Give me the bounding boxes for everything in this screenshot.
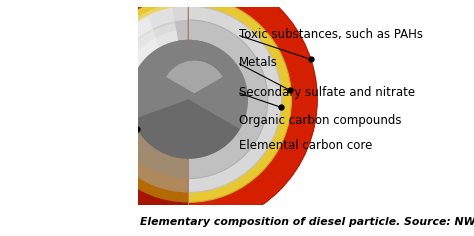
Text: Toxic substances, such as PAHs: Toxic substances, such as PAHs bbox=[239, 28, 423, 41]
Wedge shape bbox=[119, 30, 189, 99]
Wedge shape bbox=[129, 99, 248, 159]
Wedge shape bbox=[166, 61, 223, 93]
Circle shape bbox=[60, 0, 317, 228]
Text: Secondary sulfate and nitrate: Secondary sulfate and nitrate bbox=[239, 86, 415, 99]
Wedge shape bbox=[133, 99, 240, 159]
Wedge shape bbox=[85, 99, 292, 202]
Wedge shape bbox=[109, 99, 268, 179]
Wedge shape bbox=[189, 40, 248, 159]
Text: Metals: Metals bbox=[239, 56, 278, 69]
Text: Elementary composition of diesel particle. Source: NWS DECC, 2008: Elementary composition of diesel particl… bbox=[140, 217, 474, 227]
Wedge shape bbox=[130, 41, 189, 99]
Wedge shape bbox=[102, 17, 173, 84]
Wedge shape bbox=[130, 99, 247, 159]
Circle shape bbox=[85, 0, 292, 202]
Wedge shape bbox=[110, 99, 266, 179]
Wedge shape bbox=[62, 99, 315, 228]
Wedge shape bbox=[95, 99, 282, 192]
Circle shape bbox=[109, 20, 268, 179]
Wedge shape bbox=[189, 0, 292, 202]
Text: Organic carbon compounds: Organic carbon compounds bbox=[239, 114, 401, 126]
Text: Elemental carbon core: Elemental carbon core bbox=[239, 139, 373, 152]
Wedge shape bbox=[189, 20, 268, 179]
Wedge shape bbox=[112, 23, 189, 99]
Circle shape bbox=[95, 6, 282, 192]
Wedge shape bbox=[60, 99, 317, 228]
Wedge shape bbox=[93, 4, 189, 99]
Wedge shape bbox=[145, 55, 189, 99]
Circle shape bbox=[129, 40, 248, 159]
Wedge shape bbox=[97, 99, 280, 192]
Wedge shape bbox=[87, 99, 290, 202]
Wedge shape bbox=[189, 6, 282, 192]
Wedge shape bbox=[189, 0, 317, 228]
Circle shape bbox=[129, 40, 248, 159]
